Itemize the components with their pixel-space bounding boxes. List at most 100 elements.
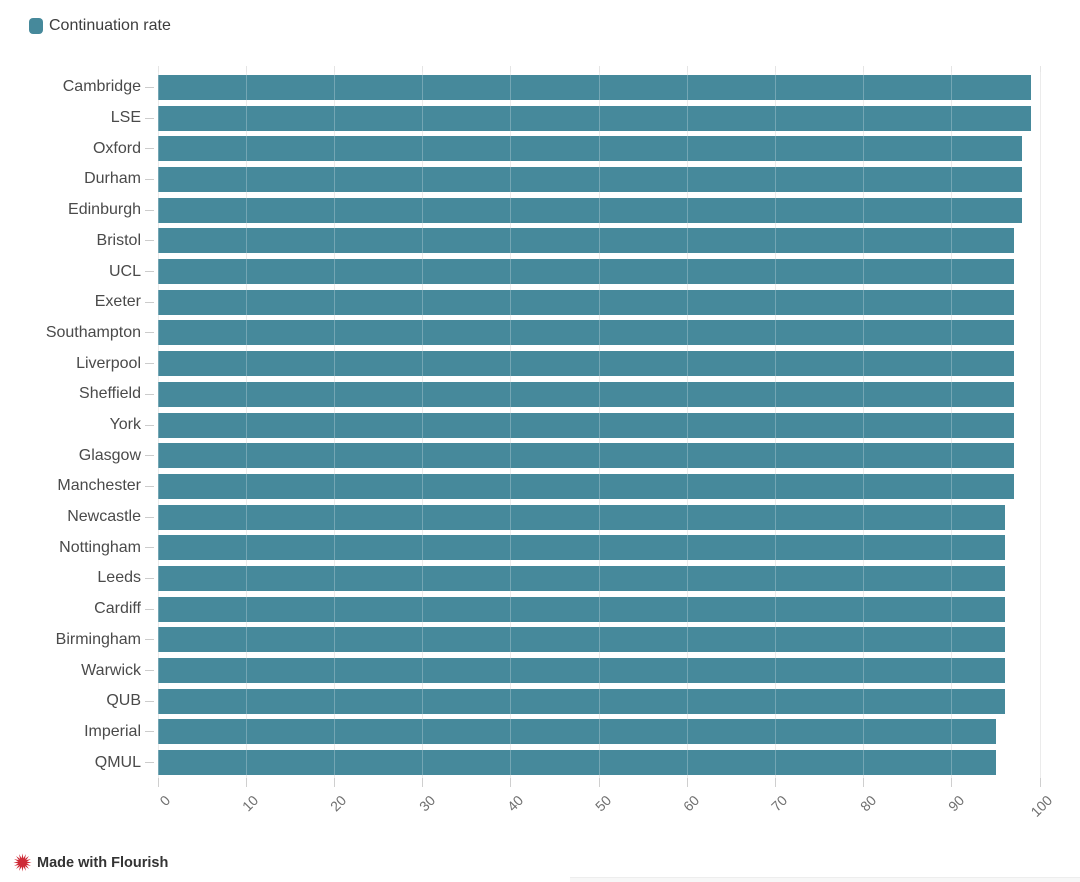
gridline-overlay: [510, 72, 512, 778]
x-axis-tick: [245, 778, 247, 787]
bar[interactable]: [158, 535, 1005, 561]
x-tick-label: 10: [239, 792, 262, 815]
x-axis-tick: [774, 778, 776, 787]
category-tick: [145, 393, 154, 395]
gridline-overlay: [1039, 72, 1041, 778]
category-label: LSE: [110, 109, 141, 127]
x-axis-tick: [1039, 778, 1041, 787]
category-tick: [145, 209, 154, 211]
category-label: Bristol: [96, 231, 141, 249]
flourish-credit-label: Made with Flourish: [37, 854, 169, 871]
category-tick: [145, 455, 154, 457]
x-tick-label: 0: [156, 792, 174, 809]
gridline-overlay: [333, 72, 335, 778]
legend-swatch-icon: [29, 18, 43, 34]
flourish-credit-link[interactable]: Made with Flourish: [13, 853, 168, 872]
bar[interactable]: [158, 381, 1014, 407]
category-label: Edinburgh: [68, 201, 141, 219]
bar[interactable]: [158, 688, 1005, 714]
gridline-overlay: [157, 72, 159, 778]
x-axis-tick: [157, 778, 159, 787]
x-axis-tick: [863, 778, 865, 787]
category-label: Liverpool: [76, 354, 141, 372]
category-label: QMUL: [94, 753, 141, 771]
bar[interactable]: [158, 443, 1014, 469]
x-axis-tick: [951, 778, 953, 787]
category-tick: [145, 117, 154, 119]
bar[interactable]: [158, 197, 1023, 223]
category-label: Birmingham: [55, 630, 141, 648]
category-tick: [145, 639, 154, 641]
bar[interactable]: [158, 627, 1005, 653]
category-tick: [145, 148, 154, 150]
category-tick: [145, 577, 154, 579]
category-tick: [145, 516, 154, 518]
gridline-overlay: [951, 72, 953, 778]
category-label: York: [109, 416, 141, 433]
gridline-overlay: [774, 72, 776, 778]
bar[interactable]: [158, 473, 1014, 499]
gridline-overlay: [598, 72, 600, 778]
bar[interactable]: [158, 320, 1014, 346]
bar[interactable]: [158, 565, 1005, 591]
category-label: Glasgow: [78, 446, 141, 464]
bar[interactable]: [158, 658, 1005, 684]
category-tick: [145, 547, 154, 549]
gridline: [1039, 66, 1041, 778]
x-axis-tick: [598, 778, 600, 787]
bar[interactable]: [158, 351, 1014, 377]
category-label: Sheffield: [79, 385, 141, 403]
bar[interactable]: [158, 504, 1005, 530]
category-tick: [145, 700, 154, 702]
category-tick: [145, 301, 154, 303]
category-label: Cambridge: [62, 78, 141, 96]
x-tick-label: 40: [503, 792, 527, 815]
category-label: Durham: [84, 170, 141, 188]
flourish-starburst-icon: [13, 853, 32, 872]
bar[interactable]: [158, 259, 1014, 285]
bar[interactable]: [158, 136, 1023, 162]
x-tick-label: 70: [768, 792, 791, 815]
bar[interactable]: [158, 596, 1005, 622]
category-label: Southampton: [45, 323, 141, 341]
category-tick: [145, 86, 154, 88]
bar[interactable]: [158, 166, 1023, 192]
bar[interactable]: [158, 719, 996, 745]
bar[interactable]: [158, 105, 1032, 131]
category-tick: [145, 731, 154, 733]
category-label: Exeter: [94, 293, 141, 311]
category-tick: [145, 424, 154, 426]
category-label: Manchester: [57, 477, 141, 495]
bar[interactable]: [158, 74, 1032, 100]
x-tick-label: 50: [591, 792, 615, 815]
gridline-overlay: [422, 72, 424, 778]
category-tick: [145, 485, 154, 487]
x-tick-label: 100: [1027, 792, 1056, 820]
bottom-divider: [570, 877, 1080, 882]
x-tick-label: 20: [327, 792, 350, 815]
category-label: Cardiff: [94, 600, 141, 618]
bar[interactable]: [158, 412, 1014, 438]
legend-label: Continuation rate: [49, 17, 171, 34]
x-tick-label: 30: [415, 792, 438, 815]
category-tick: [145, 670, 154, 672]
category-label: Nottingham: [59, 538, 141, 556]
x-axis-tick: [422, 778, 424, 787]
category-tick: [145, 178, 154, 180]
category-label: QUB: [106, 692, 141, 710]
category-tick: [145, 240, 154, 242]
category-label: Leeds: [97, 569, 141, 587]
category-label: UCL: [108, 262, 141, 280]
x-tick-label: 60: [680, 792, 703, 815]
x-axis-tick: [686, 778, 688, 787]
category-label: Newcastle: [67, 508, 141, 526]
gridline-overlay: [863, 72, 865, 778]
category-label: Oxford: [92, 139, 141, 157]
bar[interactable]: [158, 289, 1014, 315]
bar[interactable]: [158, 228, 1014, 254]
bar[interactable]: [158, 750, 996, 776]
category-label: Imperial: [84, 722, 141, 740]
legend-item-continuation-rate[interactable]: Continuation rate: [29, 17, 171, 35]
category-tick: [145, 363, 154, 365]
